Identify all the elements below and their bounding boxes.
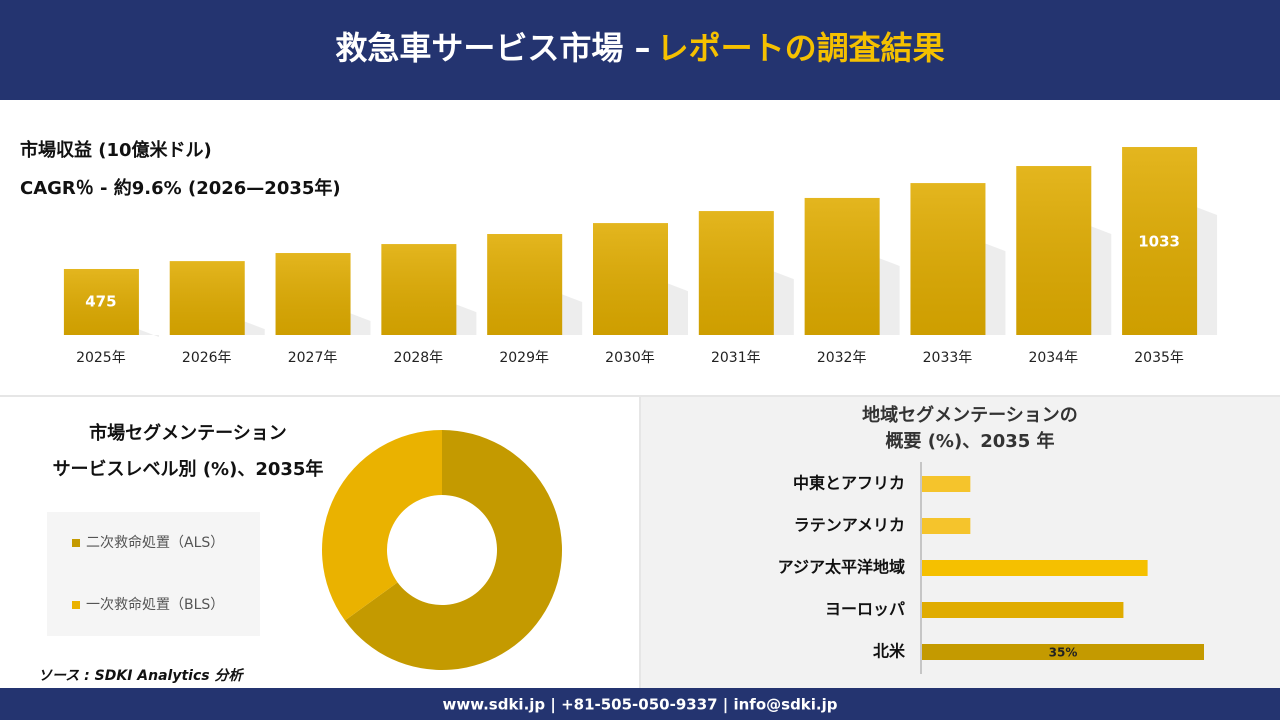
- bar-shade: [804, 197, 880, 335]
- donut-slice: [322, 430, 442, 621]
- header-title: 救急車サービス市場 – レポートの調査結果: [335, 29, 944, 67]
- legend-swatch: [72, 601, 80, 609]
- y-tick-label: 中東とアフリカ: [793, 474, 905, 493]
- bar-shade: [1016, 166, 1092, 335]
- header-bar: [0, 0, 1280, 100]
- bar-shadow: [349, 313, 371, 335]
- value-label: 475: [85, 293, 116, 311]
- title-main: 救急車サービス市場 –: [335, 29, 650, 67]
- bar-title: 市場収益 (10億米ドル): [20, 139, 212, 161]
- bar-shadow: [243, 321, 265, 335]
- x-tick-label: 2027年: [288, 350, 338, 366]
- bar-shadow: [667, 283, 688, 335]
- x-tick-label: 2029年: [499, 350, 549, 366]
- donut-subtitle: サービスレベル別 (%)、2035年: [53, 458, 324, 480]
- y-tick-label: ヨーロッパ: [825, 600, 905, 619]
- bar-shade: [1122, 147, 1198, 335]
- bar-shadow: [772, 271, 794, 335]
- x-tick-label: 2035年: [1134, 350, 1184, 366]
- source: ソース : SDKI Analytics 分析: [38, 667, 244, 684]
- donut-slice: [344, 430, 562, 670]
- bar-shade: [381, 244, 457, 335]
- legend-box: [47, 512, 260, 636]
- bar-shade: [275, 253, 351, 335]
- bar-shadow: [455, 304, 477, 335]
- bar-shadow: [984, 243, 1006, 335]
- x-tick-label: 2034年: [1028, 350, 1078, 366]
- title-highlight: レポートの調査結果: [657, 29, 945, 67]
- x-tick-label: 2030年: [605, 350, 655, 366]
- y-tick-label: ラテンアメリカ: [794, 516, 905, 535]
- x-tick-label: 2033年: [923, 350, 973, 366]
- bar-shadow: [878, 257, 900, 335]
- x-tick-label: 2031年: [711, 350, 761, 366]
- right-panel: [641, 397, 1280, 688]
- bar-shade: [593, 223, 668, 335]
- legend-label: 二次救命処置（ALS）: [86, 534, 224, 551]
- bar-shadow: [561, 294, 583, 335]
- value-label: 35%: [1049, 646, 1078, 660]
- legend-label: 一次救命処置（BLS）: [86, 596, 224, 613]
- bar-shade: [487, 234, 563, 335]
- x-tick-label: 2025年: [76, 350, 126, 366]
- bar-shade: [910, 183, 986, 335]
- legend-swatch: [72, 539, 80, 547]
- bar: [922, 518, 971, 534]
- bar: [922, 602, 1124, 618]
- value-label: 1033: [1138, 233, 1180, 251]
- bar-shade: [169, 261, 245, 335]
- bar-shadow: [137, 328, 159, 337]
- y-tick-label: 北米: [873, 642, 906, 661]
- footer-contact: www.sdki.jp | +81-505-050-9337 | info@sd…: [442, 696, 837, 715]
- bar-shadow: [1196, 207, 1218, 335]
- bar: [922, 476, 971, 492]
- x-tick-label: 2032年: [817, 350, 867, 366]
- x-tick-label: 2026年: [182, 350, 232, 366]
- y-tick-label: アジア太平洋地域: [778, 558, 905, 577]
- footer-bar: [0, 688, 1280, 720]
- hbar-title: 地域セグメンテーションの: [862, 404, 1078, 426]
- hbar-subtitle: 概要 (%)、2035 年: [885, 430, 1054, 452]
- bar-subtitle: CAGR％ - 約9.6% (2026—2035年): [20, 177, 341, 199]
- bar-shade: [63, 268, 139, 335]
- donut-title: 市場セグメンテーション: [89, 422, 287, 444]
- bar: [922, 644, 1204, 660]
- bar: [922, 560, 1148, 576]
- bar-shade: [698, 211, 774, 335]
- x-tick-label: 2028年: [394, 350, 444, 366]
- bar-shadow: [1090, 226, 1112, 335]
